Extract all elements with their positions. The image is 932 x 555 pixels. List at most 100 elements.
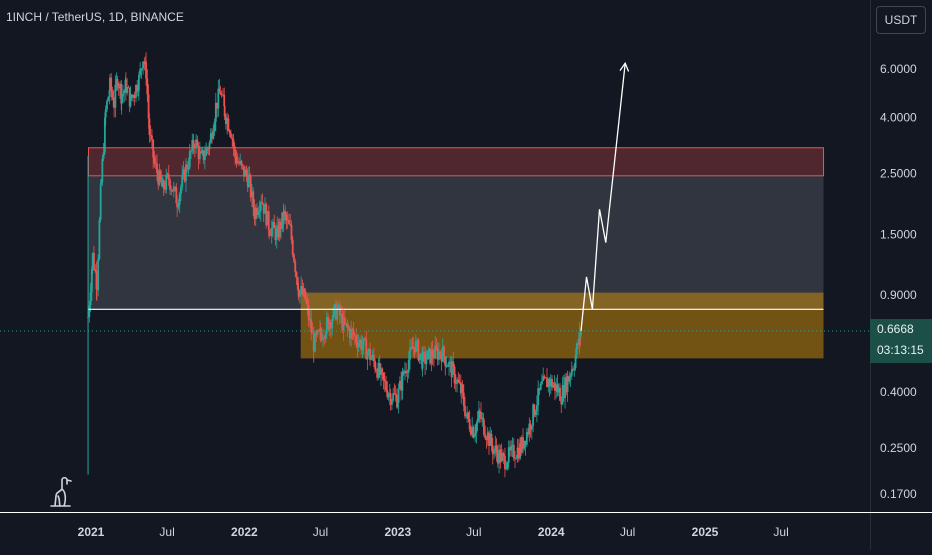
candle (167, 164, 170, 187)
candle (222, 88, 224, 97)
price-axis-label: 0.2500 (880, 441, 917, 455)
candle (538, 387, 541, 396)
candle (331, 314, 334, 336)
candle (557, 383, 560, 397)
candle (413, 346, 416, 359)
candle (457, 372, 460, 384)
candle (434, 335, 437, 360)
candle (426, 350, 429, 360)
candle (312, 326, 315, 363)
candle (342, 310, 345, 341)
candle (129, 85, 132, 108)
candle (113, 98, 116, 118)
candle (136, 79, 139, 97)
candle (193, 143, 196, 157)
candle (476, 410, 479, 432)
candle (398, 376, 401, 390)
candle (389, 388, 392, 411)
candle (560, 396, 563, 414)
candle (203, 145, 206, 170)
time-axis-label: Jul (159, 525, 174, 539)
candle (183, 167, 186, 183)
candle (422, 346, 425, 362)
candle (158, 163, 161, 187)
candle (335, 299, 337, 321)
candle (552, 381, 555, 389)
candle (305, 291, 308, 304)
currency-button[interactable]: USDT (876, 6, 926, 34)
time-axis-label: Jul (313, 525, 328, 539)
candle (323, 335, 326, 346)
candle (454, 374, 457, 392)
candle (114, 75, 117, 118)
candle (100, 178, 102, 187)
candle (278, 218, 281, 242)
candle (157, 169, 160, 190)
candle (364, 336, 366, 341)
candle (406, 369, 409, 383)
candle (386, 380, 389, 400)
candle (554, 382, 556, 401)
candle (559, 383, 561, 401)
candle (111, 86, 114, 101)
candle (98, 216, 101, 261)
candle (324, 330, 327, 343)
candle (280, 218, 282, 240)
candle (460, 382, 463, 404)
projection-arrowhead (619, 61, 630, 72)
candle (153, 150, 156, 168)
candle (301, 279, 304, 296)
candle (354, 333, 356, 345)
candle (227, 114, 230, 132)
candle (252, 187, 255, 217)
candle (420, 353, 422, 365)
candle (488, 430, 490, 455)
candle (438, 342, 440, 365)
candle (196, 135, 199, 147)
candle (172, 181, 175, 198)
candle (198, 141, 201, 165)
candle (235, 149, 238, 168)
candle (543, 374, 546, 380)
bar-countdown: 03:13:15 (877, 343, 924, 357)
candle (328, 319, 331, 336)
candle (405, 362, 408, 377)
candle (133, 95, 136, 98)
candle (346, 319, 349, 338)
candle (542, 367, 545, 382)
candle (288, 213, 290, 225)
candle (214, 92, 217, 132)
candle (374, 358, 376, 374)
candle (378, 355, 381, 378)
candle (247, 166, 250, 189)
candle (101, 154, 104, 187)
candle (402, 369, 405, 376)
candle (282, 208, 285, 225)
candle (202, 149, 205, 164)
range-zone (88, 175, 824, 310)
candle (274, 224, 277, 246)
candle (397, 383, 400, 414)
candle (392, 387, 395, 403)
candle (220, 90, 223, 98)
candle (449, 355, 452, 373)
candle (509, 440, 511, 457)
candle (174, 185, 176, 192)
candle (325, 311, 328, 340)
candle (427, 345, 430, 360)
candle (90, 265, 93, 301)
candle (188, 143, 191, 171)
price-axis-label: 6.0000 (880, 62, 917, 76)
candle (537, 380, 540, 416)
candle (225, 113, 227, 130)
symbol-title: 1INCH / TetherUS, 1D, BINANCE (6, 10, 184, 24)
candle (470, 425, 472, 437)
candle (187, 157, 190, 176)
price-axis-label: 0.9000 (880, 288, 917, 302)
candle (530, 425, 533, 440)
candle (506, 461, 509, 471)
candle (244, 166, 247, 177)
candle (243, 165, 245, 182)
